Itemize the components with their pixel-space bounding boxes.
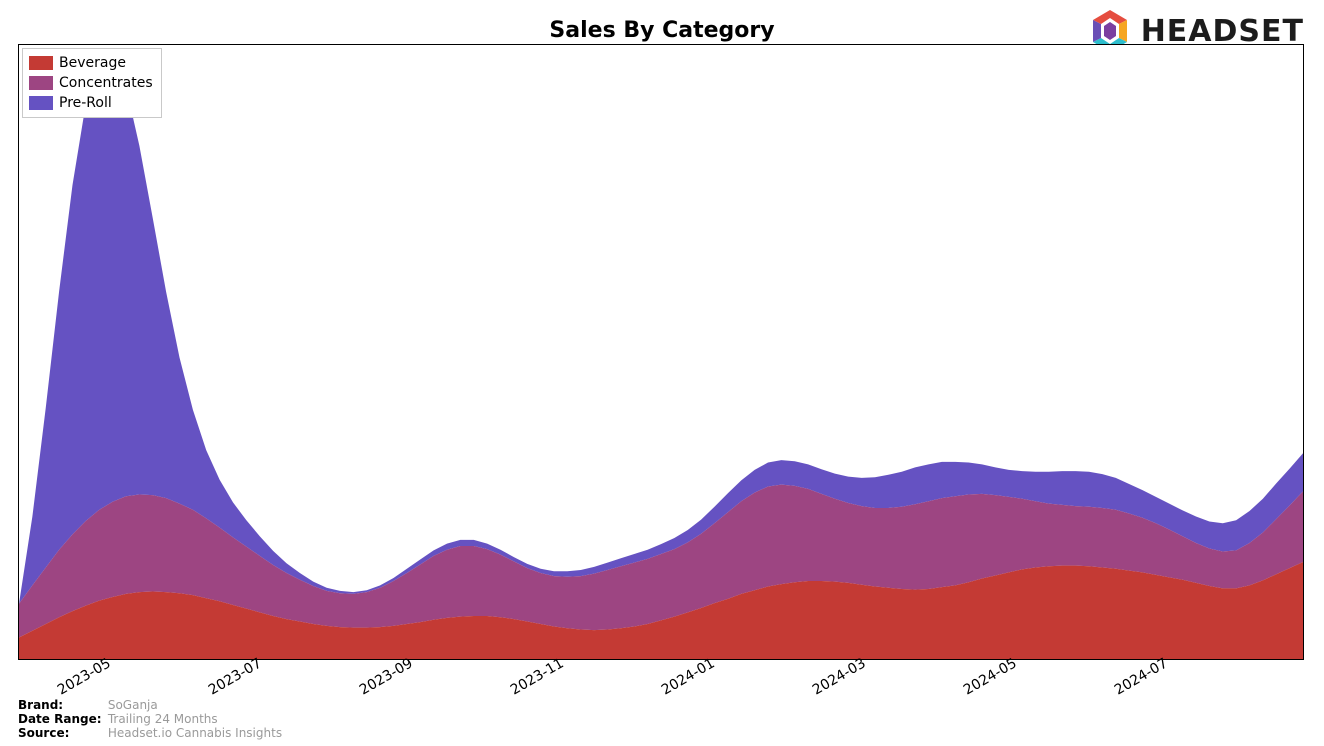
footer-range-label: Date Range: bbox=[18, 712, 104, 726]
legend-swatch bbox=[29, 56, 53, 70]
xtick-label: 2023-07 bbox=[206, 655, 265, 698]
xtick-label: 2024-05 bbox=[961, 655, 1020, 698]
xtick-label: 2024-03 bbox=[810, 655, 869, 698]
xtick-label: 2024-01 bbox=[659, 655, 718, 698]
footer-brand-value: SoGanja bbox=[108, 698, 158, 712]
chart-footer: Brand: SoGanja Date Range: Trailing 24 M… bbox=[18, 698, 282, 740]
xtick-label: 2023-09 bbox=[357, 655, 416, 698]
legend-item-pre-roll: Pre-Roll bbox=[29, 93, 153, 113]
chart-svg bbox=[19, 45, 1303, 659]
legend-label: Beverage bbox=[59, 53, 126, 73]
legend-swatch bbox=[29, 96, 53, 110]
legend-item-beverage: Beverage bbox=[29, 53, 153, 73]
xtick-label: 2023-11 bbox=[508, 655, 567, 698]
legend-item-concentrates: Concentrates bbox=[29, 73, 153, 93]
legend-label: Concentrates bbox=[59, 73, 153, 93]
chart-title: Sales By Category bbox=[0, 18, 1324, 43]
chart-plot-area: BeverageConcentratesPre-Roll bbox=[18, 44, 1304, 660]
footer-range-value: Trailing 24 Months bbox=[108, 712, 218, 726]
chart-legend: BeverageConcentratesPre-Roll bbox=[22, 48, 162, 118]
footer-source-label: Source: bbox=[18, 726, 104, 740]
legend-label: Pre-Roll bbox=[59, 93, 112, 113]
xtick-label: 2023-05 bbox=[54, 655, 113, 698]
footer-brand-label: Brand: bbox=[18, 698, 104, 712]
legend-swatch bbox=[29, 76, 53, 90]
footer-source-value: Headset.io Cannabis Insights bbox=[108, 726, 282, 740]
xtick-label: 2024-07 bbox=[1112, 655, 1171, 698]
